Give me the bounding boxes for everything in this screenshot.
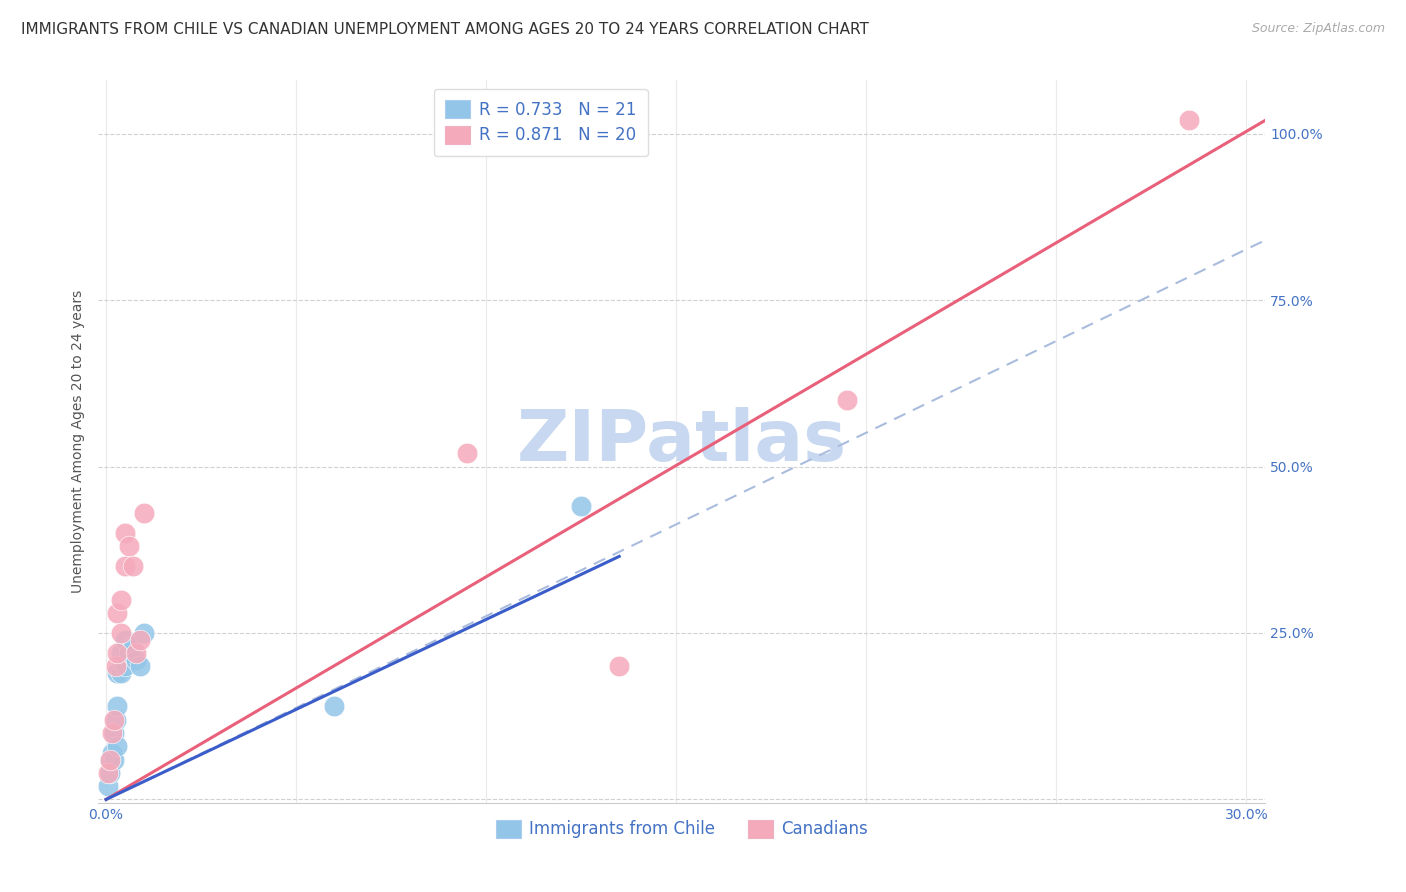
Point [837,392,859,407]
Point [97,779,120,793]
Point [107,646,129,660]
Point [107,699,129,714]
Point [103,752,125,766]
Point [97,765,120,780]
Point [607,659,630,673]
Point [104,713,127,727]
Legend: Immigrants from Chile, Canadians: Immigrants from Chile, Canadians [489,813,875,845]
Point [132,626,155,640]
Point [121,640,143,654]
Point [132,506,155,520]
Point [103,713,125,727]
Point [103,726,125,740]
Point [110,626,132,640]
Point [118,540,141,554]
Point [110,665,132,680]
Point [100,746,122,760]
Text: Source: ZipAtlas.com: Source: ZipAtlas.com [1251,22,1385,36]
Point [107,739,129,754]
Text: IMMIGRANTS FROM CHILE VS CANADIAN UNEMPLOYMENT AMONG AGES 20 TO 24 YEARS CORRELA: IMMIGRANTS FROM CHILE VS CANADIAN UNEMPL… [21,22,869,37]
Point [1178,113,1201,128]
Point [118,646,141,660]
Point [125,652,148,666]
Text: ZIPatlas: ZIPatlas [517,407,846,476]
Point [104,659,127,673]
Point [100,726,122,740]
Point [110,646,132,660]
Point [323,699,346,714]
Point [114,632,136,647]
Point [569,500,592,514]
Point [107,665,129,680]
Point [456,446,478,460]
Point [125,646,148,660]
Point [114,659,136,673]
Point [98,752,121,766]
Point [107,606,129,620]
Y-axis label: Unemployment Among Ages 20 to 24 years: Unemployment Among Ages 20 to 24 years [70,290,84,593]
Point [98,752,121,766]
Point [129,632,152,647]
Point [121,559,143,574]
Point [114,559,136,574]
Point [129,659,152,673]
Point [110,592,132,607]
Point [114,526,136,541]
Point [98,765,121,780]
